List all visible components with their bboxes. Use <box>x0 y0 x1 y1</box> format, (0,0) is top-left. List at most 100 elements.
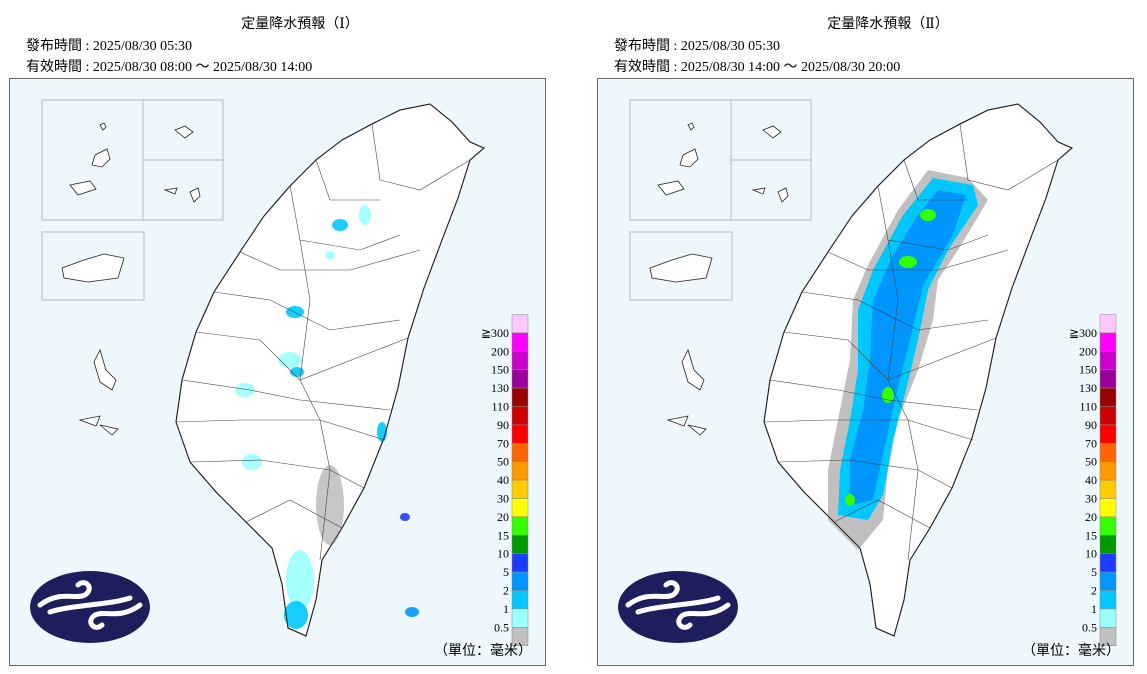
legend-swatch <box>511 498 529 518</box>
outlying-island <box>174 125 194 139</box>
valid-time: 有效時間 : 2025/08/30 08:00 ～ 2025/08/30 14:… <box>26 59 312 75</box>
legend-label: 20 <box>497 510 509 524</box>
legend-swatch <box>511 516 529 536</box>
legend-swatch <box>1099 351 1117 370</box>
legend-swatch <box>511 314 529 334</box>
legend-label: 130 <box>1079 381 1097 395</box>
rain-area <box>278 352 302 368</box>
county-border <box>371 123 471 191</box>
legend-swatch <box>1099 516 1117 536</box>
legend-swatch <box>1099 314 1117 334</box>
legend-swatch <box>511 387 529 407</box>
rain-area <box>332 219 348 231</box>
outlying-island <box>69 180 97 196</box>
legend-label: 10 <box>1085 547 1097 561</box>
legend-label: 200 <box>491 344 509 358</box>
legend-swatch <box>511 461 529 481</box>
rain-area <box>850 190 966 505</box>
map-title: 定量降水預報（Ⅱ） <box>827 16 949 32</box>
unit-label: （單位：毫米） <box>1022 642 1120 659</box>
legend-swatch <box>511 369 529 389</box>
outlying-island <box>649 253 713 283</box>
legend-swatch <box>1099 479 1117 499</box>
map-title: 定量降水預報（Ⅰ） <box>241 16 359 32</box>
inset-box <box>629 231 733 301</box>
outlying-island <box>163 187 201 203</box>
rain-area <box>325 251 335 259</box>
legend-label: 0.5 <box>494 620 509 634</box>
legend-label: 5 <box>503 565 509 579</box>
legend-label: 5 <box>1091 565 1097 579</box>
legend-swatch <box>1099 535 1117 554</box>
county-border <box>195 331 409 381</box>
county-border <box>213 291 401 331</box>
legend-swatch <box>511 590 529 610</box>
inset-box <box>142 159 224 221</box>
legend-label: 50 <box>497 455 509 469</box>
county-border <box>959 123 1059 191</box>
legend-swatch <box>511 406 529 426</box>
legend-swatch <box>1099 406 1117 426</box>
legend-label: 130 <box>491 381 509 395</box>
legend-swatch <box>1099 571 1117 591</box>
county-border <box>801 291 989 331</box>
taiwan-outline <box>763 103 1073 637</box>
county-border <box>289 185 401 251</box>
inset-box <box>41 231 145 301</box>
legend-label: 40 <box>497 473 509 487</box>
legend-label: 1 <box>503 602 509 616</box>
legend-label: 50 <box>1085 455 1097 469</box>
outlying-island <box>78 415 119 436</box>
legend-label: 30 <box>1085 492 1097 506</box>
rain-area <box>359 205 371 225</box>
legend-swatch <box>1099 332 1117 352</box>
county-border <box>777 459 953 489</box>
legend-label: 1 <box>1091 602 1097 616</box>
legend-swatch <box>1099 498 1117 518</box>
county-border <box>299 239 331 561</box>
legend-label: 90 <box>497 418 509 432</box>
legend-label: 90 <box>1085 418 1097 432</box>
outlying-island <box>99 122 107 131</box>
legend-swatch <box>1099 369 1117 389</box>
legend-swatch <box>511 424 529 444</box>
legend-label: ≧300 <box>1069 326 1097 340</box>
rain-area <box>235 383 255 397</box>
legend-label: 200 <box>1079 344 1097 358</box>
county-border <box>827 249 1009 271</box>
legend-label: 0.5 <box>1082 620 1097 634</box>
legend-label: 40 <box>1085 473 1097 487</box>
legend-swatch <box>511 535 529 554</box>
rain-area <box>899 256 917 268</box>
legend-label: 150 <box>1079 363 1097 377</box>
county-border <box>315 159 380 201</box>
legend-label: 70 <box>1085 436 1097 450</box>
county-border <box>181 379 391 411</box>
legend-label: 15 <box>1085 528 1097 542</box>
legend-swatch <box>1099 387 1117 407</box>
legend-swatch <box>511 351 529 370</box>
outlying-island <box>762 125 782 139</box>
county-border <box>175 419 386 441</box>
rain-area <box>316 465 344 545</box>
rain-area <box>286 550 314 610</box>
county-border <box>769 379 979 411</box>
county-border <box>903 159 968 201</box>
legend-label: 110 <box>1079 400 1097 414</box>
map-panel: 定量降水預報（Ⅱ） 發布時間 : 2025/08/30 05:30 有效時間 : 2… <box>597 16 1134 666</box>
taiwan-outline <box>175 103 485 637</box>
legend-swatch <box>511 443 529 462</box>
outlying-island <box>679 148 699 168</box>
outlying-island <box>91 148 111 168</box>
rain-area <box>882 387 894 403</box>
county-border <box>763 419 974 441</box>
legend-label: 30 <box>497 492 509 506</box>
legend-label: 150 <box>491 363 509 377</box>
legend-swatch <box>1099 627 1117 646</box>
rain-area <box>405 607 419 617</box>
county-border <box>783 331 997 381</box>
legend-swatch <box>1099 590 1117 610</box>
legend-swatch <box>511 479 529 499</box>
legend-swatch <box>511 332 529 352</box>
legend-label: 10 <box>497 547 509 561</box>
